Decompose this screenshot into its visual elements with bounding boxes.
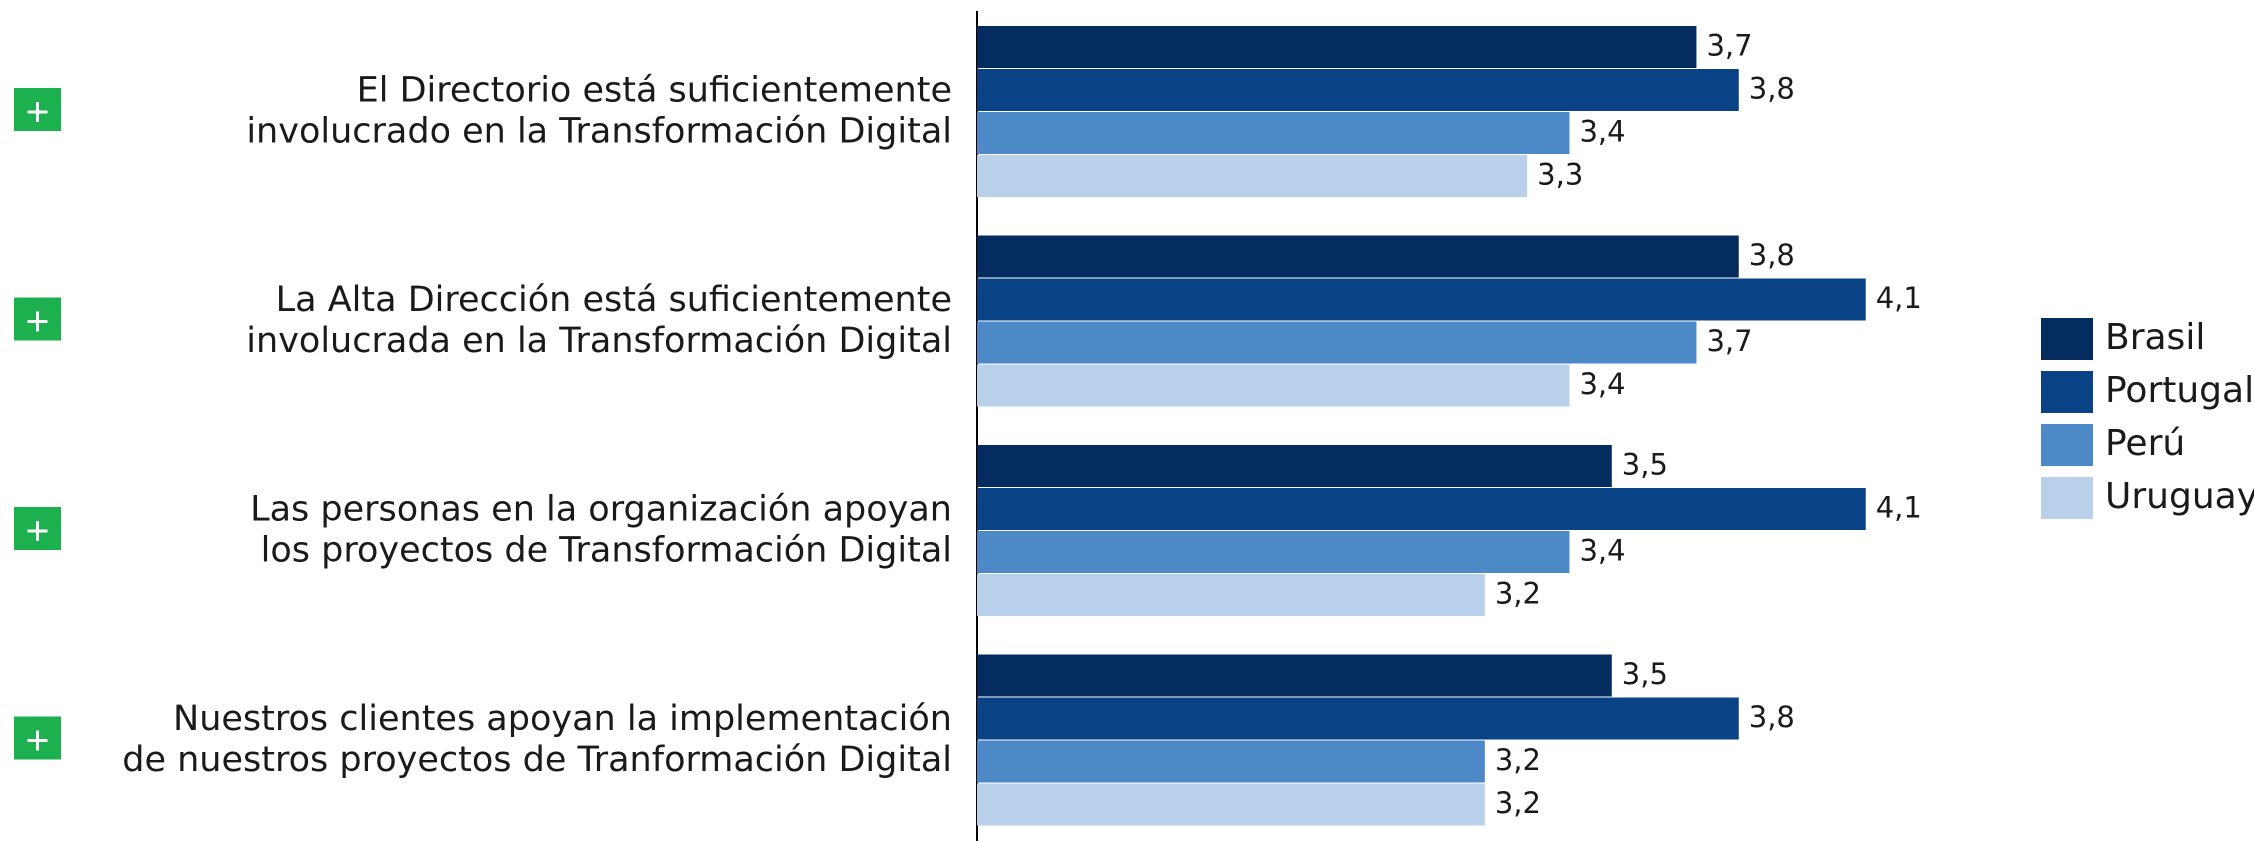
category-label: de nuestros proyectos de Tranformación D… bbox=[122, 740, 952, 780]
value-label: 3,4 bbox=[1579, 115, 1625, 149]
expand-button[interactable] bbox=[14, 716, 61, 760]
category-label: El Directorio está suficientemente bbox=[357, 71, 952, 111]
value-label: 3,2 bbox=[1495, 577, 1541, 611]
category-label: Nuestros clientes apoyan la implementaci… bbox=[173, 699, 952, 739]
value-label: 3,4 bbox=[1579, 367, 1625, 401]
bar bbox=[977, 488, 1866, 530]
expand-button[interactable] bbox=[14, 297, 61, 341]
bar bbox=[977, 321, 1697, 364]
legend-label: Uruguay bbox=[2105, 476, 2254, 517]
value-label: 4,1 bbox=[1876, 281, 1922, 315]
bar bbox=[977, 445, 1612, 487]
bar bbox=[977, 697, 1739, 740]
bar bbox=[977, 574, 1485, 616]
value-label: 3,8 bbox=[1749, 238, 1795, 272]
bar bbox=[977, 278, 1866, 321]
bar bbox=[977, 26, 1697, 68]
bar bbox=[977, 740, 1485, 783]
legend-label: Perú bbox=[2105, 423, 2185, 464]
bar bbox=[977, 531, 1570, 573]
value-label: 3,2 bbox=[1495, 743, 1541, 777]
value-label: 3,8 bbox=[1749, 72, 1795, 106]
value-label: 3,7 bbox=[1706, 324, 1752, 358]
value-label: 3,4 bbox=[1579, 534, 1625, 568]
category-label: involucrada en la Transformación Digital bbox=[246, 321, 952, 361]
value-label: 4,1 bbox=[1876, 491, 1922, 525]
value-label: 3,5 bbox=[1622, 448, 1668, 482]
legend-swatch bbox=[2041, 318, 2093, 360]
category-label: los proyectos de Transformación Digital bbox=[261, 531, 952, 571]
legend-swatch bbox=[2041, 371, 2093, 413]
value-label: 3,5 bbox=[1622, 657, 1668, 691]
legend-label: Portugal bbox=[2105, 370, 2254, 411]
expand-button[interactable] bbox=[14, 507, 61, 550]
category-label: Las personas en la organización apoyan bbox=[250, 490, 952, 530]
bar bbox=[977, 69, 1739, 111]
category-label: La Alta Dirección está suficientemente bbox=[276, 280, 952, 320]
bar bbox=[977, 155, 1528, 197]
expand-button-icon bbox=[27, 311, 48, 332]
expand-button[interactable] bbox=[14, 88, 61, 131]
bar bbox=[977, 235, 1739, 278]
legend-label: Brasil bbox=[2105, 317, 2205, 358]
value-label: 3,3 bbox=[1537, 158, 1583, 192]
legend-swatch bbox=[2041, 477, 2093, 519]
value-label: 3,7 bbox=[1706, 29, 1752, 63]
legend-swatch bbox=[2041, 424, 2093, 466]
value-label: 3,8 bbox=[1749, 700, 1795, 734]
bar bbox=[977, 364, 1570, 407]
bar bbox=[977, 654, 1612, 697]
bar bbox=[977, 112, 1570, 154]
category-label: involucrado en la Transformación Digital bbox=[246, 112, 952, 152]
expand-button-icon bbox=[27, 521, 48, 541]
value-label: 3,2 bbox=[1495, 786, 1541, 820]
bar bbox=[977, 783, 1485, 826]
expand-button-icon bbox=[27, 102, 48, 122]
expand-button-icon bbox=[27, 730, 48, 751]
